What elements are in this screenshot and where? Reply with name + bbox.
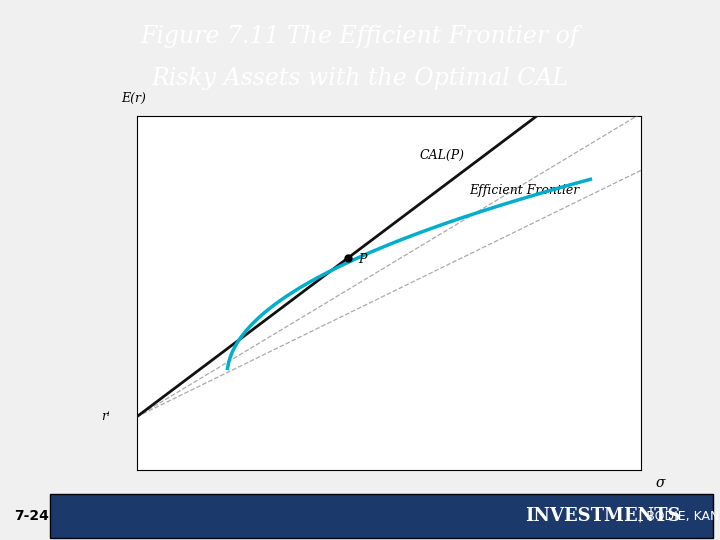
Text: Figure 7.11 The Efficient Frontier of: Figure 7.11 The Efficient Frontier of	[140, 25, 580, 49]
Text: P: P	[359, 253, 367, 266]
Text: rⁱ: rⁱ	[102, 410, 110, 423]
Text: | BODIE, KANE, MARCUS: | BODIE, KANE, MARCUS	[634, 509, 720, 522]
Text: Efficient Frontier: Efficient Frontier	[469, 184, 580, 197]
Text: INVESTMENTS: INVESTMENTS	[526, 507, 681, 525]
Text: σ: σ	[656, 476, 665, 490]
FancyBboxPatch shape	[50, 494, 713, 538]
Text: CAL(P): CAL(P)	[419, 148, 464, 161]
Text: E(r): E(r)	[122, 92, 147, 105]
Text: 7-24: 7-24	[14, 509, 49, 523]
Text: Risky Assets with the Optimal CAL: Risky Assets with the Optimal CAL	[151, 68, 569, 91]
